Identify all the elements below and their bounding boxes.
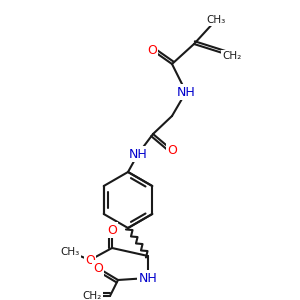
- Text: O: O: [107, 224, 117, 236]
- Text: NH: NH: [139, 272, 158, 284]
- Text: O: O: [147, 44, 157, 56]
- Text: CH₂: CH₂: [82, 291, 102, 300]
- Text: O: O: [93, 262, 103, 275]
- Text: CH₂: CH₂: [222, 51, 242, 61]
- Text: O: O: [167, 143, 177, 157]
- Text: O: O: [85, 254, 95, 266]
- Text: CH₃: CH₃: [206, 15, 226, 25]
- Text: NH: NH: [129, 148, 147, 160]
- Text: NH: NH: [177, 85, 195, 98]
- Text: CH₃: CH₃: [60, 247, 80, 257]
